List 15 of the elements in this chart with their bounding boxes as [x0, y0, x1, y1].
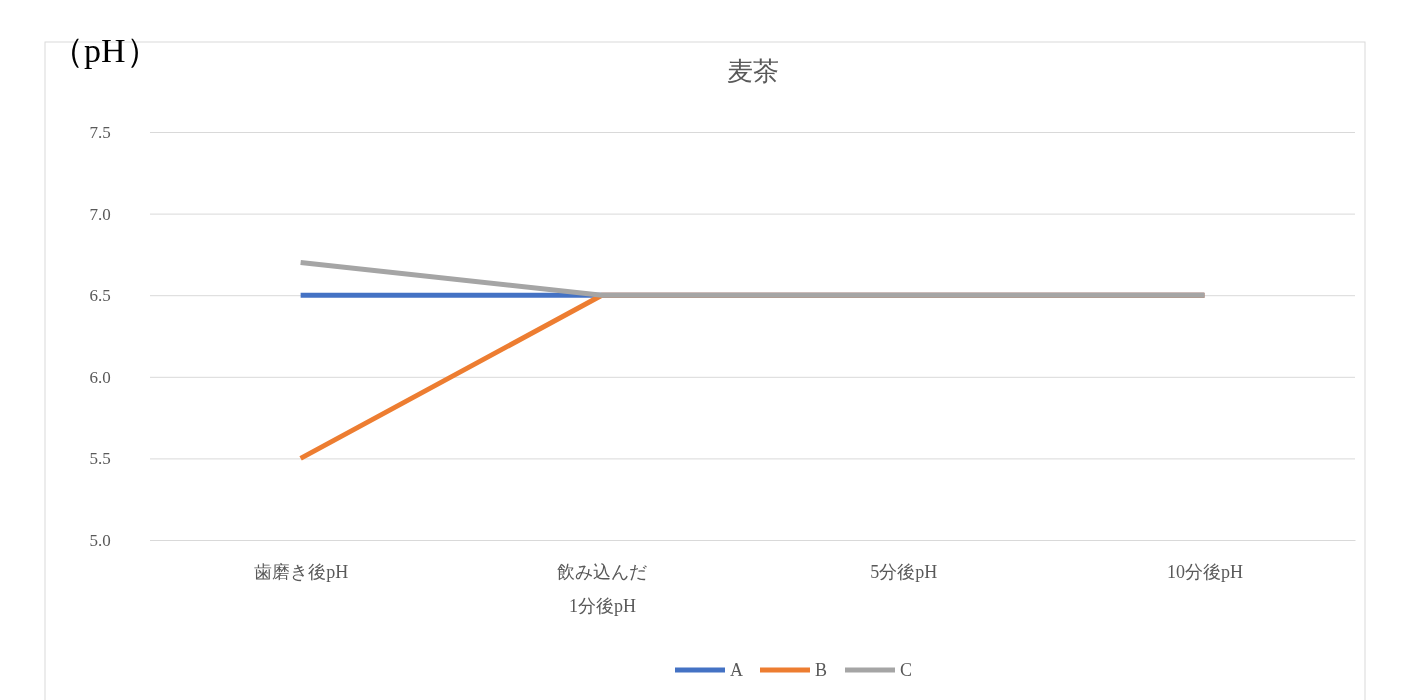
y-tick-label: 7.0: [89, 204, 111, 224]
legend-label: A: [730, 660, 743, 680]
x-tick-label: 5分後pH: [870, 562, 938, 582]
x-tick-label: 歯磨き後pH: [254, 562, 349, 582]
x-tick-label: 飲み込んだ 1分後pH: [557, 562, 648, 616]
chart-title: 麦茶: [726, 57, 779, 86]
y-tick-label: 6.0: [89, 367, 111, 387]
y-tick-label: 7.5: [89, 122, 111, 142]
y-axis-title: （pH）: [50, 32, 160, 69]
x-tick-label: 10分後pH: [1166, 562, 1243, 582]
y-tick-label: 6.5: [89, 286, 111, 306]
legend-label: C: [900, 660, 913, 680]
y-tick-label: 5.5: [89, 449, 111, 469]
y-tick-label: 5.0: [89, 530, 111, 550]
legend-label: B: [815, 660, 828, 680]
